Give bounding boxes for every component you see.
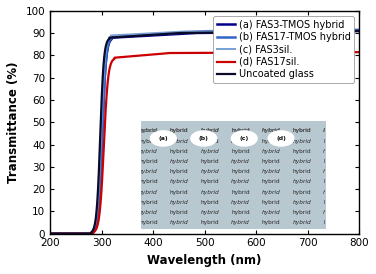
(a) FAS3-TMOS hybrid <box>190 32 194 35</box>
(a) FAS3-TMOS hybrid <box>64 232 68 235</box>
(c) FAS3sil. <box>348 29 352 33</box>
(b) FAS17-TMOS hybrid <box>48 232 52 235</box>
(b) FAS17-TMOS hybrid <box>348 28 353 32</box>
(d) FAS17sil. <box>348 50 353 54</box>
(d) FAS17sil. <box>357 50 361 54</box>
Uncoated glass <box>291 30 296 33</box>
(b) FAS17-TMOS hybrid <box>348 28 352 32</box>
(c) FAS3sil. <box>291 30 296 33</box>
Uncoated glass <box>48 232 52 235</box>
Line: (b) FAS17-TMOS hybrid: (b) FAS17-TMOS hybrid <box>50 30 359 234</box>
Line: (a) FAS3-TMOS hybrid: (a) FAS3-TMOS hybrid <box>50 31 359 234</box>
X-axis label: Wavelength (nm): Wavelength (nm) <box>147 254 262 267</box>
(b) FAS17-TMOS hybrid <box>64 232 68 235</box>
Line: Uncoated glass: Uncoated glass <box>50 31 359 234</box>
Uncoated glass <box>348 29 353 33</box>
(d) FAS17sil. <box>198 51 203 55</box>
Uncoated glass <box>64 232 68 235</box>
(a) FAS3-TMOS hybrid <box>48 232 52 235</box>
(c) FAS3sil. <box>357 29 361 33</box>
(a) FAS3-TMOS hybrid <box>348 30 352 33</box>
Uncoated glass <box>190 31 194 35</box>
(d) FAS17sil. <box>190 51 194 55</box>
Line: (c) FAS3sil.: (c) FAS3sil. <box>50 31 359 234</box>
Line: (d) FAS17sil.: (d) FAS17sil. <box>50 52 359 234</box>
(c) FAS3sil. <box>64 232 68 235</box>
(a) FAS3-TMOS hybrid <box>357 29 361 33</box>
(a) FAS3-TMOS hybrid <box>198 31 203 35</box>
(b) FAS17-TMOS hybrid <box>198 30 203 33</box>
Uncoated glass <box>357 29 361 33</box>
(d) FAS17sil. <box>64 232 68 235</box>
(a) FAS3-TMOS hybrid <box>348 30 353 33</box>
(d) FAS17sil. <box>291 51 296 54</box>
(c) FAS3sil. <box>348 29 353 33</box>
(c) FAS3sil. <box>198 30 203 33</box>
Uncoated glass <box>198 31 203 35</box>
(b) FAS17-TMOS hybrid <box>357 28 361 32</box>
(c) FAS3sil. <box>190 30 194 33</box>
(b) FAS17-TMOS hybrid <box>190 30 194 34</box>
(b) FAS17-TMOS hybrid <box>291 29 296 32</box>
(d) FAS17sil. <box>48 232 52 235</box>
(c) FAS3sil. <box>48 232 52 235</box>
(d) FAS17sil. <box>348 50 352 54</box>
Uncoated glass <box>348 29 352 33</box>
Legend: (a) FAS3-TMOS hybrid, (b) FAS17-TMOS hybrid, (c) FAS3sil., (d) FAS17sil., Uncoat: (a) FAS3-TMOS hybrid, (b) FAS17-TMOS hyb… <box>213 16 355 83</box>
(a) FAS3-TMOS hybrid <box>291 30 296 33</box>
Y-axis label: Transmittance (%): Transmittance (%) <box>7 62 20 183</box>
